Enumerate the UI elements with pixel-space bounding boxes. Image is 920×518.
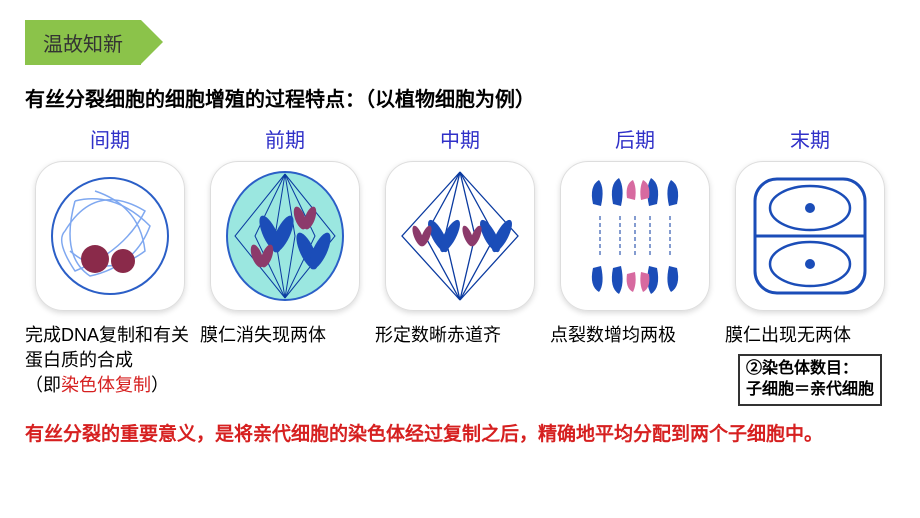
cell-diagram-anaphase bbox=[560, 161, 710, 311]
conclusion: 有丝分裂的重要意义，是将亲代细胞的染色体经过复制之后，精确地平均分配到两个子细胞… bbox=[25, 420, 895, 449]
caption-telophase: 膜仁出现无两体 bbox=[725, 323, 895, 348]
phase-telophase: 末期 膜仁出现无两体 ②染色体数目： 子细胞＝亲代细胞 bbox=[725, 124, 895, 406]
conclusion-text: 有丝分裂的重要意义，是将亲代细胞的染色体经过复制之后，精确地平均分配到两个子细胞… bbox=[25, 424, 823, 445]
cap-post: ） bbox=[151, 375, 169, 395]
cell-diagram-prophase bbox=[210, 161, 360, 311]
caption-metaphase: 形定数晰赤道齐 bbox=[375, 323, 545, 348]
heading: 有丝分裂细胞的细胞增殖的过程特点：（以植物细胞为例） bbox=[25, 83, 895, 112]
review-tag-label: 温故知新 bbox=[43, 34, 123, 56]
cap-pre: 形定数晰赤道齐 bbox=[375, 325, 501, 345]
footnote-box: ②染色体数目： 子细胞＝亲代细胞 bbox=[738, 354, 882, 406]
cell-diagram-metaphase bbox=[385, 161, 535, 311]
phase-title: 后期 bbox=[615, 124, 655, 153]
caption-anaphase: 点裂数增均两极 bbox=[550, 323, 720, 348]
phase-title: 中期 bbox=[440, 124, 480, 153]
phase-metaphase: 中期 形定数晰赤道齐 bbox=[375, 124, 545, 406]
phase-title: 间期 bbox=[90, 124, 130, 153]
phases-row: 间期 完成DNA复制和有关蛋白质的合成 （即染色体复制） 前期 bbox=[25, 124, 895, 406]
cell-diagram-telophase bbox=[735, 161, 885, 311]
interphase-svg bbox=[45, 171, 175, 301]
footnote-text: ②染色体数目： 子细胞＝亲代细胞 bbox=[746, 360, 874, 398]
heading-text: 有丝分裂细胞的细胞增殖的过程特点：（以植物细胞为例） bbox=[25, 89, 535, 111]
caption-interphase: 完成DNA复制和有关蛋白质的合成 （即染色体复制） bbox=[25, 323, 195, 399]
cap-pre: 膜仁消失现两体 bbox=[200, 325, 326, 345]
prophase-svg bbox=[215, 166, 355, 306]
cap-pre: 膜仁出现无两体 bbox=[725, 325, 851, 345]
cap-red: 染色体复制 bbox=[61, 375, 151, 395]
review-tag: 温故知新 bbox=[25, 20, 141, 65]
anaphase-svg bbox=[565, 166, 705, 306]
phase-prophase: 前期 膜仁消失现两体 bbox=[200, 124, 370, 406]
phase-title: 前期 bbox=[265, 124, 305, 153]
phase-title: 末期 bbox=[790, 124, 830, 153]
phase-anaphase: 后期 点裂数增均两极 bbox=[550, 124, 720, 406]
telophase-svg bbox=[745, 171, 875, 301]
metaphase-svg bbox=[390, 166, 530, 306]
cap-pre: 点裂数增均两极 bbox=[550, 325, 676, 345]
caption-prophase: 膜仁消失现两体 bbox=[200, 323, 370, 348]
phase-interphase: 间期 完成DNA复制和有关蛋白质的合成 （即染色体复制） bbox=[25, 124, 195, 406]
cell-diagram-interphase bbox=[35, 161, 185, 311]
